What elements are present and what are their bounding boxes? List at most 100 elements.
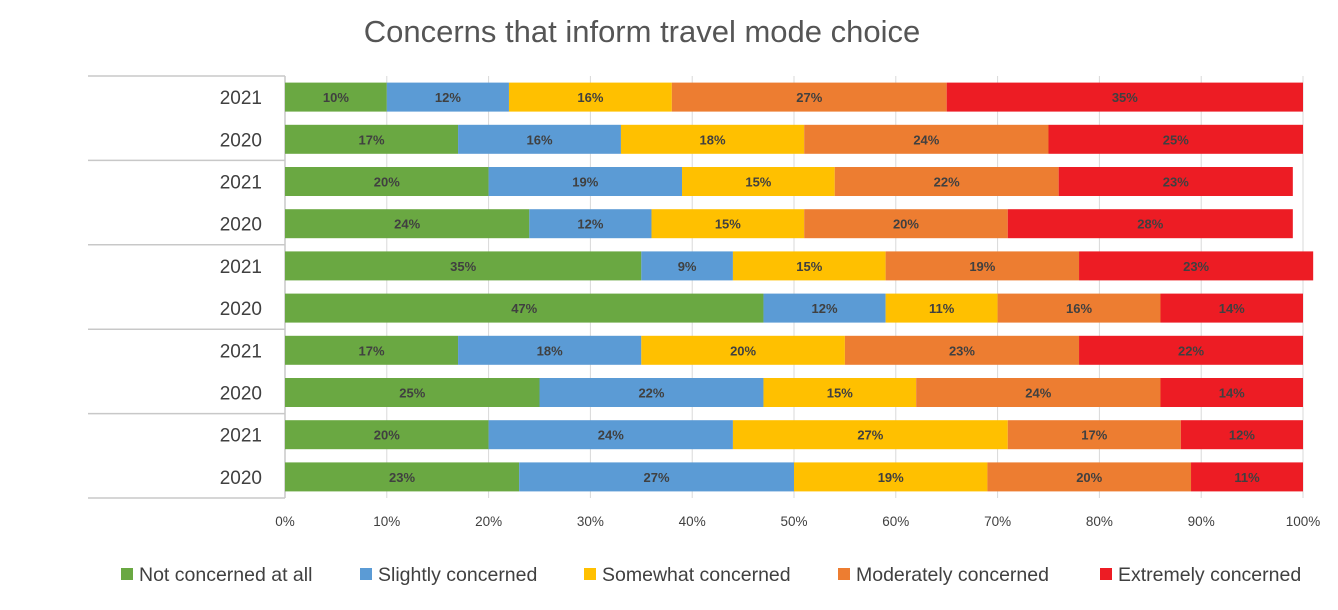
data-label: 15% — [796, 259, 822, 274]
bar-segment — [458, 124, 621, 154]
bar-segment — [488, 420, 733, 450]
bar-segment — [285, 378, 540, 407]
data-label: 20% — [730, 343, 756, 358]
bar-segment — [508, 82, 672, 112]
legend-swatch — [1100, 568, 1112, 580]
data-label: 11% — [1234, 470, 1260, 485]
bar-segment — [285, 293, 764, 323]
data-label: 35% — [1112, 90, 1138, 105]
row-label: 2021 — [220, 88, 262, 109]
bar-segment — [285, 124, 459, 154]
legend-swatch — [121, 568, 133, 580]
bar-segment — [834, 167, 1059, 196]
bar-segment — [987, 462, 1192, 492]
data-label: 25% — [1163, 132, 1189, 147]
bar-segment — [763, 378, 917, 407]
bar-segment — [620, 124, 805, 154]
bar-segment — [1007, 420, 1181, 450]
data-label: 22% — [638, 386, 664, 401]
bar-segment — [804, 124, 1049, 154]
data-label: 17% — [359, 343, 385, 358]
bar-segment — [916, 378, 1161, 407]
bar-segment — [794, 462, 988, 492]
data-label: 23% — [1163, 175, 1189, 190]
bar-segment — [1180, 420, 1303, 450]
data-label: 16% — [1066, 301, 1092, 316]
legend-label: Not concerned at all — [139, 564, 312, 586]
bar-segment — [844, 335, 1080, 365]
data-label: 12% — [577, 217, 603, 232]
data-label: 16% — [577, 90, 603, 105]
data-label: 24% — [598, 428, 624, 443]
x-tick-label: 0% — [275, 514, 295, 529]
row-label: 2021 — [220, 173, 262, 194]
x-tick-label: 50% — [780, 514, 807, 529]
data-label: 14% — [1219, 386, 1245, 401]
data-label: 23% — [1183, 259, 1209, 274]
data-label: 15% — [745, 175, 771, 190]
row-label: 2021 — [220, 426, 262, 447]
bar-segment — [285, 462, 520, 492]
bar-segment — [1007, 209, 1293, 239]
bar-segment — [285, 167, 489, 196]
data-label: 18% — [700, 132, 726, 147]
data-label: 11% — [929, 301, 955, 316]
x-tick-label: 90% — [1188, 514, 1215, 529]
data-label: 27% — [796, 90, 822, 105]
data-label: 10% — [323, 90, 349, 105]
data-label: 20% — [374, 175, 400, 190]
data-label: 12% — [435, 90, 461, 105]
data-label: 27% — [857, 428, 883, 443]
row-label: 2020 — [220, 299, 262, 320]
bar-segment — [539, 378, 764, 407]
data-label: 23% — [389, 470, 415, 485]
data-label: 20% — [1076, 470, 1102, 485]
data-label: 15% — [827, 386, 853, 401]
data-label: 15% — [715, 217, 741, 232]
data-label: 14% — [1219, 301, 1245, 316]
row-label: 2021 — [220, 341, 262, 362]
bar-segment — [804, 209, 1008, 239]
x-tick-label: 60% — [882, 514, 909, 529]
bar-segment — [529, 209, 652, 239]
bar-segment — [1079, 335, 1303, 365]
data-label: 24% — [1025, 386, 1051, 401]
x-tick-label: 30% — [577, 514, 604, 529]
legend-label: Somewhat concerned — [602, 564, 791, 586]
bar-segment — [885, 251, 1080, 281]
bar-segment — [488, 167, 683, 196]
data-label: 18% — [537, 343, 563, 358]
bar-segment — [285, 82, 387, 112]
data-label: 24% — [394, 217, 420, 232]
data-label: 20% — [374, 428, 400, 443]
bar-segment — [641, 251, 733, 281]
x-tick-label: 20% — [475, 514, 502, 529]
x-tick-label: 70% — [984, 514, 1011, 529]
data-label: 27% — [644, 470, 670, 485]
data-label: 47% — [511, 301, 537, 316]
bar-segment — [285, 209, 530, 239]
x-tick-label: 80% — [1086, 514, 1113, 529]
data-label: 25% — [399, 386, 425, 401]
legend-swatch — [360, 568, 372, 580]
data-label: 16% — [526, 132, 552, 147]
data-label: 12% — [812, 301, 838, 316]
row-label: 2020 — [220, 130, 262, 151]
bar-segment — [1058, 167, 1293, 196]
bar-segment — [732, 420, 1008, 450]
bar-segment — [641, 335, 845, 365]
bar-segment — [671, 82, 947, 112]
data-label: 22% — [1178, 343, 1204, 358]
x-tick-label: 40% — [679, 514, 706, 529]
bar-segment — [682, 167, 835, 196]
bar-segment — [1048, 124, 1303, 154]
data-label: 19% — [572, 175, 598, 190]
data-label: 12% — [1229, 428, 1255, 443]
legend-swatch — [584, 568, 596, 580]
data-label: 28% — [1137, 217, 1163, 232]
chart-title: Concerns that inform travel mode choice — [363, 14, 921, 49]
bar-segment — [458, 335, 642, 365]
bar-segment — [946, 82, 1303, 112]
